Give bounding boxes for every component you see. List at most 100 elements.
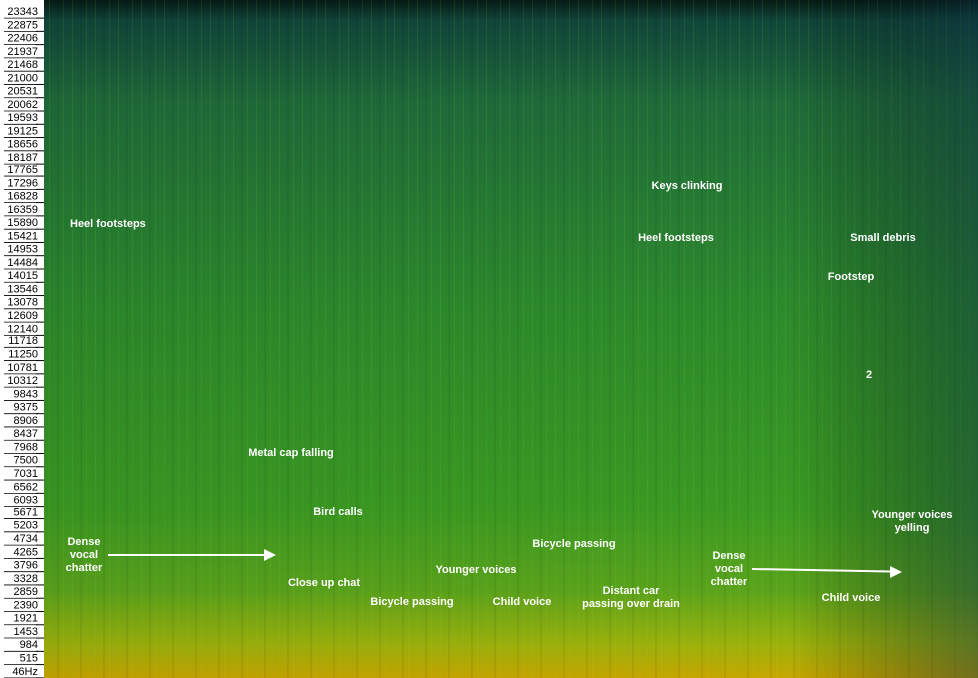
annotation-line: Close up chat <box>288 577 360 589</box>
annotation: Child voice <box>493 596 552 608</box>
y-tick-label: 13546 <box>7 283 38 295</box>
y-tick-label: 22875 <box>7 19 38 31</box>
y-tick-label: 7031 <box>14 468 38 480</box>
arrow <box>751 568 893 573</box>
y-tick-label: 9843 <box>14 388 38 400</box>
y-tick-label: 10312 <box>7 375 38 387</box>
annotation-line: Younger voices <box>871 509 952 521</box>
annotation-line: vocal <box>715 563 743 575</box>
y-tick-label: 14015 <box>7 270 38 282</box>
y-tick-label: 14953 <box>7 244 38 256</box>
annotation-line: yelling <box>895 522 930 534</box>
annotation-line: Distant car <box>603 585 661 597</box>
annotation: Footstep <box>828 271 875 283</box>
y-tick-label: 7500 <box>14 455 38 467</box>
y-tick-label: 1453 <box>14 626 38 638</box>
annotation: Child voice <box>822 592 881 604</box>
annotation: Heel footsteps <box>70 218 146 230</box>
annotation: Dense vocal chatter <box>66 536 103 574</box>
y-tick-label: 17765 <box>7 164 38 176</box>
annotation-line: chatter <box>66 562 103 574</box>
annotation: Distant car passing over drain <box>582 585 680 610</box>
annotation-line: Metal cap falling <box>248 447 334 459</box>
annotation: Keys clinking <box>652 180 723 192</box>
y-tick-label: 23343 <box>7 6 38 18</box>
annotation-line: Bird calls <box>313 506 363 518</box>
annotation-line: Bicycle passing <box>532 538 615 550</box>
annotation: Bicycle passing <box>532 538 615 550</box>
y-tick-label: 18187 <box>7 152 38 164</box>
y-tick-label: 21468 <box>7 59 38 71</box>
y-tick-label: 2390 <box>14 599 38 611</box>
y-tick-label: 12140 <box>7 323 38 335</box>
arrow-head <box>890 566 902 578</box>
annotation-line: Keys clinking <box>652 180 723 192</box>
annotation-line: Dense <box>67 536 100 548</box>
y-tick-label: 4265 <box>14 546 38 558</box>
annotation-line: vocal <box>70 549 98 561</box>
y-tick-label: 17296 <box>7 177 38 189</box>
y-tick-label: 2859 <box>14 586 38 598</box>
y-tick-label: 21000 <box>7 72 38 84</box>
y-tick-label: 16359 <box>7 204 38 216</box>
y-tick-label: 11718 <box>8 335 38 347</box>
annotation-line: Heel footsteps <box>638 232 714 244</box>
annotation: Bird calls <box>313 506 363 518</box>
y-tick-label: 19593 <box>7 112 38 124</box>
annotation-line: Small debris <box>850 232 915 244</box>
annotation: Dense vocal chatter <box>711 550 748 588</box>
y-tick-label: 22406 <box>7 33 38 45</box>
y-tick-label: 19125 <box>7 125 38 137</box>
annotation-line: Child voice <box>493 596 552 608</box>
y-tick-label: 20531 <box>7 86 38 98</box>
y-tick-label: 4734 <box>14 533 38 545</box>
annotation-line: 2 <box>866 369 872 381</box>
spectrogram-shade <box>44 0 978 678</box>
y-tick-label: 13078 <box>7 297 38 309</box>
y-tick-label: 515 <box>20 653 38 665</box>
annotation: Bicycle passing <box>370 596 453 608</box>
annotation-line: Heel footsteps <box>70 218 146 230</box>
y-tick-label: 1921 <box>14 613 38 625</box>
y-tick-label: 9375 <box>14 402 38 414</box>
y-tick-label: 984 <box>20 639 38 651</box>
y-tick-label: 5203 <box>14 520 38 532</box>
y-tick-label: 14484 <box>7 257 38 269</box>
annotation: Heel footsteps <box>638 232 714 244</box>
annotation-line: Footstep <box>828 271 875 283</box>
annotation: Close up chat <box>288 577 360 589</box>
annotation-line: Child voice <box>822 592 881 604</box>
y-tick-label: 3328 <box>14 573 38 585</box>
annotation-line: Younger voices <box>435 564 516 576</box>
y-tick-label: 21937 <box>7 46 38 58</box>
y-tick-label: 10781 <box>7 362 38 374</box>
y-tick-label: 12609 <box>7 310 38 322</box>
y-tick-label: 15421 <box>7 230 38 242</box>
y-tick-label: 11250 <box>8 348 38 360</box>
annotation: Younger voices yelling <box>871 509 952 534</box>
y-axis-panel <box>0 0 44 678</box>
y-tick-label: 18656 <box>7 139 38 151</box>
annotation-line: passing over drain <box>582 598 680 610</box>
annotation: Metal cap falling <box>248 447 334 459</box>
y-tick-label: 6093 <box>14 495 38 507</box>
y-tick-label: 6562 <box>14 481 38 493</box>
y-tick-label: 20062 <box>7 99 38 111</box>
annotation-line: Bicycle passing <box>370 596 453 608</box>
y-tick-label: 8437 <box>14 428 38 440</box>
annotation: 2 <box>866 369 872 381</box>
y-tick-label: 8906 <box>14 415 38 427</box>
y-tick-label: 15890 <box>7 217 38 229</box>
annotation: Younger voices <box>435 564 516 576</box>
arrows <box>108 549 902 578</box>
y-tick-label: 3796 <box>14 560 38 572</box>
annotation-line: chatter <box>711 576 748 588</box>
arrow-head <box>264 549 276 561</box>
y-tick-label: 16828 <box>7 191 38 203</box>
annotation: Small debris <box>850 232 915 244</box>
y-tick-label: 46Hz <box>12 666 38 678</box>
y-tick-label: 7968 <box>14 441 38 453</box>
annotation-line: Dense <box>712 550 745 562</box>
